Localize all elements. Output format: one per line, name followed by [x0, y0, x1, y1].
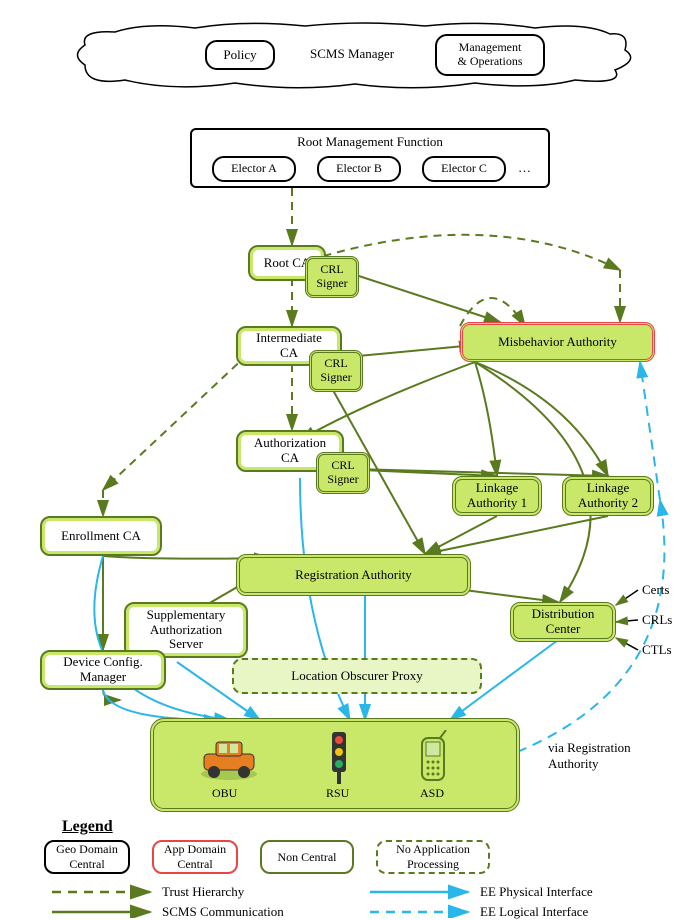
policy-box: Policy — [205, 40, 275, 70]
elector-ellipsis: … — [518, 160, 531, 176]
scms-manager-cloud: Policy SCMS Manager Management & Operati… — [65, 20, 635, 90]
device-config-manager: Device Config. Manager — [40, 650, 166, 690]
elector-a: Elector A — [212, 156, 296, 182]
linkage-authority-1: Linkage Authority 1 — [452, 476, 542, 516]
legend-nap: No Application Processing — [376, 840, 490, 874]
obu-label: OBU — [212, 786, 237, 801]
rsu-label: RSU — [326, 786, 349, 801]
registration-authority: Registration Authority — [236, 554, 471, 596]
legend-title: Legend — [62, 818, 113, 836]
crl-signer-intermediate: CRL Signer — [309, 350, 363, 392]
legend-nc: Non Central — [260, 840, 354, 874]
certs-label: Certs — [642, 582, 669, 598]
crls-label: CRLs — [642, 612, 672, 628]
obu-icon — [194, 734, 264, 782]
via-registration-label: via Registration Authority — [548, 740, 631, 772]
distribution-center: Distribution Center — [510, 602, 616, 642]
legend-trust: Trust Hierarchy — [162, 884, 244, 900]
legend-geo: Geo Domain Central — [44, 840, 130, 874]
asd-label: ASD — [420, 786, 444, 801]
ctls-label: CTLs — [642, 642, 672, 658]
elector-c: Elector C — [422, 156, 506, 182]
rsu-icon — [324, 730, 354, 786]
crl-signer-root: CRL Signer — [305, 256, 359, 298]
misbehavior-authority: Misbehavior Authority — [460, 322, 655, 362]
location-obscurer-proxy: Location Obscurer Proxy — [232, 658, 482, 694]
crl-signer-auth: CRL Signer — [316, 452, 370, 494]
rmf-title: Root Management Function — [192, 134, 548, 150]
linkage-authority-2: Linkage Authority 2 — [562, 476, 654, 516]
scms-manager-label: SCMS Manager — [310, 46, 394, 62]
root-management-function: Root Management Function Elector A Elect… — [190, 128, 550, 188]
legend-phys: EE Physical Interface — [480, 884, 593, 900]
end-entity-panel: OBU RSU ASD — [150, 718, 520, 812]
legend-app: App Domain Central — [152, 840, 238, 874]
enrollment-ca: Enrollment CA — [40, 516, 162, 556]
mgmt-ops-box: Management & Operations — [435, 34, 545, 76]
elector-b: Elector B — [317, 156, 401, 182]
asd-icon — [416, 730, 450, 786]
